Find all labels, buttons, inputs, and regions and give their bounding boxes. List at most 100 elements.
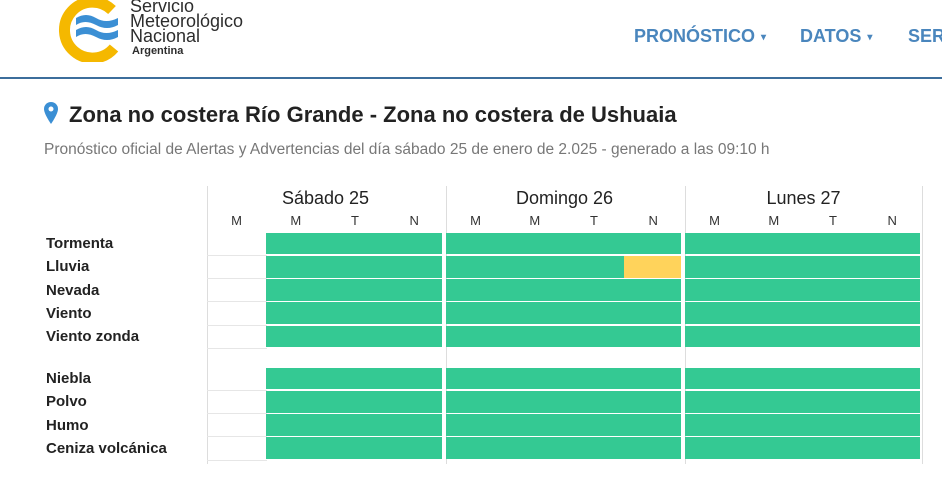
alert-cell [564, 279, 625, 301]
nav-label[interactable]: SER [908, 26, 942, 46]
logo-icon [59, 0, 119, 62]
alert-cell [685, 325, 745, 348]
alert-cell [685, 437, 745, 460]
alert-cell [266, 255, 326, 278]
alert-cell [446, 414, 506, 436]
alert-cell [266, 232, 326, 255]
alert-cell [505, 390, 565, 413]
period-label: N [887, 213, 897, 228]
alert-cell [505, 325, 565, 348]
logo-text: Servicio Meteorológico Nacional Argentina [130, 0, 243, 58]
alert-cell [623, 437, 681, 460]
alert-cell [623, 367, 681, 390]
row-label: Tormenta [46, 235, 114, 252]
alert-cell [266, 302, 326, 325]
nav-item[interactable]: DATOS ▾ [800, 26, 872, 47]
nav-item[interactable]: PRONÓSTICO ▾ [634, 26, 766, 47]
alert-cell [744, 255, 804, 278]
alert-cell [325, 255, 386, 278]
row-rule [207, 413, 267, 415]
row-label: Humo [46, 416, 89, 434]
row-rule [207, 459, 267, 461]
logo-line: Meteorológico [130, 11, 244, 31]
alert-cell [384, 437, 442, 460]
period-label: N [409, 213, 419, 228]
alert-cell [505, 279, 565, 301]
alert-cell [384, 232, 442, 255]
alert-cell [325, 437, 386, 460]
period-label: M [709, 213, 720, 228]
row-rule [207, 389, 267, 391]
alert-cell [266, 437, 326, 460]
caret[interactable]: ▾ [867, 31, 873, 43]
alert-cell [623, 414, 681, 436]
caret[interactable]: ▾ [761, 31, 767, 43]
alert-cell [685, 255, 745, 278]
alert-cell [446, 279, 506, 301]
alert-cell [446, 437, 506, 460]
period-label: M [768, 213, 780, 228]
alert-cell [564, 367, 625, 390]
alert-cell [325, 302, 386, 325]
day-header: Sábado 25 [281, 188, 370, 208]
alert-cell [744, 367, 804, 390]
row-label: Lluvia [46, 258, 90, 276]
alert-cell [505, 232, 565, 255]
alert-cell [505, 302, 565, 325]
alert-cell [744, 390, 804, 413]
period-label: M [290, 213, 302, 228]
logo-country: Argentina [132, 45, 184, 57]
alert-cell [446, 302, 506, 325]
alert-cell [384, 367, 442, 390]
alert-cell [384, 390, 442, 413]
alert-cell [862, 232, 920, 255]
alert-cell [685, 302, 745, 325]
alert-cell [744, 279, 804, 301]
row-rule [207, 301, 267, 303]
alert-cell [744, 232, 804, 255]
period-label: M [470, 213, 481, 228]
alert-cell [744, 302, 804, 325]
period-label: M [231, 213, 242, 228]
row-label: Viento [46, 304, 92, 322]
alert-cell [564, 232, 625, 255]
alert-cell [862, 437, 920, 460]
row-rule [207, 348, 267, 349]
alert-cell [325, 414, 386, 436]
page-title: Zona no costera Río Grande - Zona no cos… [69, 102, 677, 127]
alert-cell [564, 390, 625, 413]
alert-cell [266, 367, 326, 390]
alert-cell [623, 390, 681, 413]
nav-label[interactable]: DATOS [800, 26, 862, 46]
alert-cell [325, 325, 386, 348]
column-divider [445, 186, 447, 464]
row-rule [207, 324, 267, 326]
day-header: Lunes 27 [766, 188, 841, 208]
alert-cell [685, 279, 745, 301]
alert-cell [803, 325, 864, 348]
alert-cell [384, 414, 442, 436]
alert-cell [384, 325, 442, 348]
period-label: T [351, 213, 359, 228]
alert-cell [803, 232, 864, 255]
logo-line: Servicio [130, 0, 195, 16]
column-divider [922, 186, 923, 464]
alert-cell [564, 325, 625, 348]
alert-cell [505, 255, 565, 278]
alert-cell [266, 325, 326, 348]
alert-cell [862, 390, 920, 413]
alert-cell [623, 302, 681, 325]
alert-cell [266, 279, 326, 301]
row-label: Niebla [46, 370, 92, 387]
alert-cell [325, 390, 386, 413]
nav-item[interactable]: SER [908, 26, 942, 47]
alert-cell [384, 279, 442, 301]
alert-cell [862, 367, 920, 390]
alert-cell [564, 437, 625, 460]
alert-cell [803, 279, 864, 301]
alert-cell [685, 390, 745, 413]
alert-cell [744, 325, 804, 348]
alert-cell [862, 279, 920, 301]
nav-label[interactable]: PRONÓSTICO [634, 26, 756, 46]
alert-cell [862, 255, 920, 278]
